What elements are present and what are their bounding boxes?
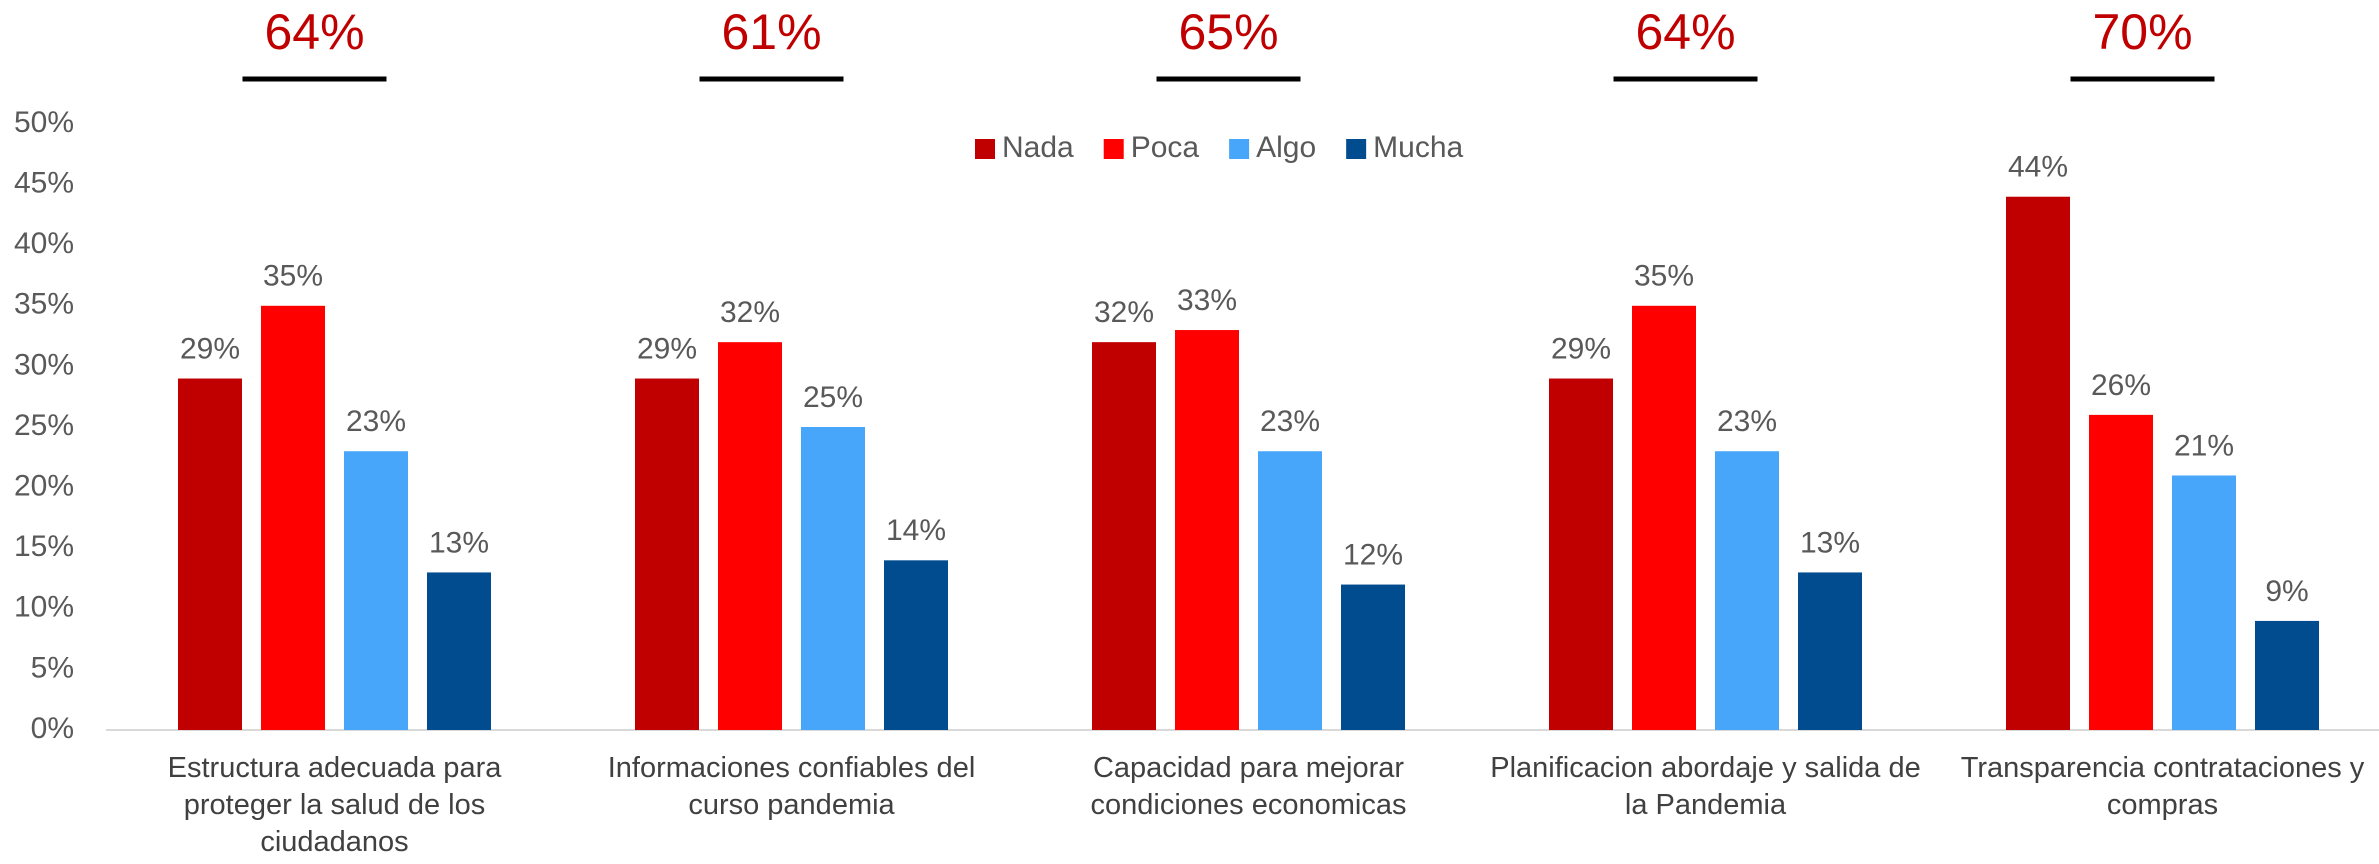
data-label: 23% [1717, 405, 1777, 438]
bar [2006, 196, 2070, 731]
legend-label: Algo [1256, 131, 1316, 164]
data-label: 12% [1343, 538, 1403, 571]
bar [261, 305, 325, 730]
data-label: 9% [2265, 575, 2308, 608]
bar [1798, 572, 1862, 730]
y-tick-label: 10% [14, 591, 74, 624]
bar [1175, 330, 1239, 730]
y-tick-label: 30% [14, 348, 74, 381]
bar [1632, 305, 1696, 730]
y-tick-label: 15% [14, 530, 74, 563]
y-tick-label: 50% [14, 106, 74, 139]
x-tick-label: Transparencia contrataciones y compras [1960, 752, 2365, 821]
data-label: 14% [886, 514, 946, 547]
data-label: 25% [803, 381, 863, 414]
bar [801, 427, 865, 730]
data-label: 13% [429, 526, 489, 559]
bar [718, 342, 782, 730]
data-label: 23% [346, 405, 406, 438]
data-label: 21% [2174, 429, 2234, 462]
data-label: 29% [1551, 332, 1611, 365]
x-tick-label: Estructura adecuada para proteger la sal… [167, 752, 502, 858]
bar [1341, 584, 1405, 730]
data-label: 32% [1094, 296, 1154, 329]
y-tick-label: 35% [14, 288, 74, 321]
legend-label: Mucha [1373, 131, 1463, 164]
bar [1258, 451, 1322, 730]
data-label: 26% [2091, 369, 2151, 402]
data-label: 44% [2008, 151, 2068, 184]
x-tick-label: Capacidad para mejorar condiciones econo… [1090, 752, 1407, 821]
y-tick-label: 25% [14, 409, 74, 442]
legend-swatch [1346, 139, 1367, 159]
data-label: 33% [1177, 284, 1237, 317]
data-label: 29% [180, 332, 240, 365]
y-tick-label: 40% [14, 227, 74, 260]
legend-swatch [1103, 139, 1124, 159]
annotation: 64% [1635, 4, 1735, 60]
annotation: 61% [721, 4, 821, 60]
y-tick-label: 0% [31, 712, 74, 745]
bar [1092, 342, 1156, 730]
bar [2255, 620, 2319, 730]
bar [2172, 475, 2236, 730]
data-label: 29% [637, 332, 697, 365]
y-tick-label: 45% [14, 167, 74, 200]
legend-swatch [1229, 139, 1250, 159]
data-label: 23% [1260, 405, 1320, 438]
x-tick-label: Informaciones confiables del curso pande… [607, 752, 976, 821]
bar [1549, 378, 1613, 730]
legend-swatch [975, 139, 995, 159]
legend-label: Nada [1002, 131, 1074, 164]
bar [178, 378, 242, 730]
data-label: 35% [1634, 260, 1694, 293]
bar [427, 572, 491, 730]
bar [884, 560, 948, 730]
annotation: 65% [1178, 4, 1278, 60]
bar [2089, 414, 2153, 730]
y-tick-label: 20% [14, 470, 74, 503]
bar [344, 451, 408, 730]
data-label: 32% [720, 296, 780, 329]
bar [635, 378, 699, 730]
legend-label: Poca [1131, 131, 1200, 164]
annotation: 70% [2092, 4, 2192, 60]
annotation: 64% [264, 4, 364, 60]
data-label: 35% [263, 260, 323, 293]
bar [1715, 451, 1779, 730]
data-label: 13% [1800, 526, 1860, 559]
x-tick-label: Planificacion abordaje y salida de la Pa… [1490, 752, 1921, 821]
y-tick-label: 5% [31, 651, 74, 684]
